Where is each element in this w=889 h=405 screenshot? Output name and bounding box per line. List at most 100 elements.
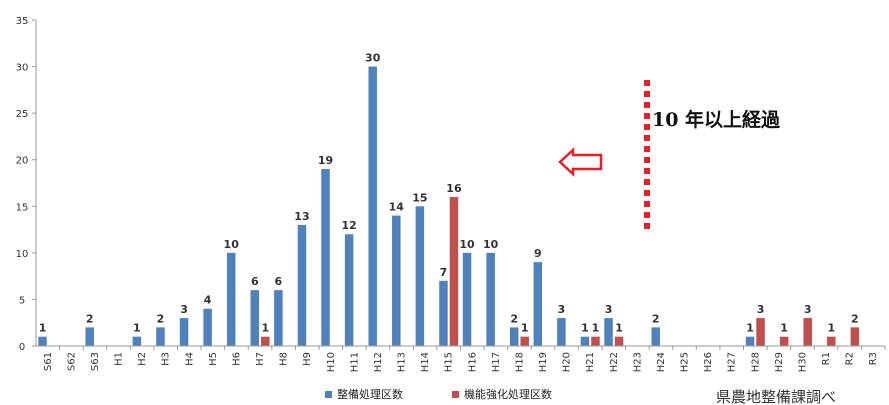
x-tick-label: H5 <box>208 352 219 366</box>
x-tick-label: H30 <box>797 352 808 372</box>
left-arrow-icon <box>558 147 603 177</box>
bar-series-1 <box>745 336 755 346</box>
data-label: 3 <box>804 303 812 316</box>
y-tick-label: 20 <box>16 156 29 167</box>
x-tick-label: H18 <box>514 352 525 372</box>
data-label: 6 <box>251 275 259 288</box>
data-label: 3 <box>180 303 188 316</box>
bar-series-1 <box>462 252 472 346</box>
data-label: 1 <box>827 322 835 335</box>
y-axis: 0 5 10 15 20 25 30 35 <box>16 16 37 353</box>
data-label: 10 <box>483 238 499 251</box>
bar-series-2 <box>827 336 836 346</box>
y-tick-label: 0 <box>19 342 25 353</box>
data-label: 1 <box>39 322 47 335</box>
bar-series-2 <box>449 196 459 346</box>
data-label: 6 <box>275 275 283 288</box>
x-tick-label: H21 <box>585 352 596 372</box>
x-tick-label: H4 <box>184 352 195 366</box>
x-axis: S61 S62 S63 H1 H2 H3 H4 H5 H6 H7 H8 H9 H10 H11 H12 H13 H… <box>36 345 886 372</box>
x-tick-label: H11 <box>349 352 360 372</box>
data-label: 4 <box>204 294 212 307</box>
y-tick-label: 25 <box>16 109 29 120</box>
y-tick-label: 5 <box>19 295 25 306</box>
x-tick-label: H24 <box>656 352 667 372</box>
bar-series-2 <box>614 336 624 346</box>
data-label: 9 <box>534 247 542 260</box>
bar-series-2 <box>756 318 765 346</box>
bar-series-1 <box>274 290 283 346</box>
bar-series-1 <box>509 327 519 346</box>
bar-series-1 <box>156 327 165 346</box>
bar-series-2 <box>520 336 529 346</box>
x-tick-label: R3 <box>868 352 879 365</box>
bar-series-1 <box>415 206 425 346</box>
data-label: 16 <box>446 182 462 195</box>
x-tick-label: H26 <box>703 352 714 372</box>
annotation-text: 10 年以上経過 <box>652 108 781 131</box>
legend-label-series-2: 機能強化処理区数 <box>464 387 552 401</box>
bar-series-1 <box>392 215 401 346</box>
bar-series-1 <box>250 290 260 346</box>
bar-series-1 <box>297 224 307 346</box>
x-tick-label: H7 <box>255 352 266 366</box>
x-tick-label: H15 <box>444 352 455 372</box>
data-label: 1 <box>746 322 754 335</box>
data-label: 3 <box>558 303 566 316</box>
data-label: 19 <box>318 154 333 167</box>
bar-series-1 <box>533 262 543 346</box>
data-label: 2 <box>510 312 518 325</box>
bar-series-1 <box>132 336 142 346</box>
x-tick-label: S63 <box>90 352 101 371</box>
data-label: 14 <box>389 201 405 214</box>
x-tick-label: H8 <box>279 352 290 366</box>
y-tick-label: 35 <box>16 16 29 27</box>
x-tick-label: H19 <box>538 352 549 372</box>
x-tick-label: H6 <box>231 352 242 366</box>
data-label: 2 <box>652 312 660 325</box>
data-label: 1 <box>521 322 529 335</box>
y-tick-label: 15 <box>16 202 29 213</box>
bar-series-1 <box>344 234 354 346</box>
bar-series-1 <box>321 169 330 346</box>
x-tick-label: H10 <box>326 352 337 372</box>
bars <box>38 66 860 347</box>
bar-series-1 <box>85 327 94 346</box>
bar-series-1 <box>439 280 448 346</box>
data-label: 10 <box>459 238 475 251</box>
data-label: 1 <box>615 322 623 335</box>
data-label: 15 <box>412 191 427 204</box>
x-tick-label: S61 <box>43 352 54 371</box>
data-label: 2 <box>86 312 94 325</box>
x-tick-label: R2 <box>845 352 856 365</box>
bar-series-1 <box>203 308 212 346</box>
bar-series-1 <box>580 336 590 346</box>
data-label: 1 <box>581 322 589 335</box>
x-tick-label: H1 <box>114 352 125 366</box>
bar-series-1 <box>179 318 189 346</box>
x-tick-label: H23 <box>632 352 643 372</box>
y-tick-label: 30 <box>16 63 29 74</box>
data-label: 2 <box>157 312 165 325</box>
bar-series-2 <box>803 318 812 346</box>
x-tick-label: H12 <box>373 352 384 372</box>
source-note: 県農地整備課調べ <box>716 388 836 405</box>
x-tick-label: R1 <box>821 352 832 365</box>
x-tick-label: H17 <box>491 352 502 372</box>
bar-series-1 <box>651 327 660 346</box>
data-label: 3 <box>605 303 613 316</box>
x-tick-label: H9 <box>302 352 313 366</box>
data-label: 2 <box>851 312 859 325</box>
bar-series-2 <box>591 336 600 346</box>
legend-swatch-series-2 <box>452 391 459 398</box>
x-tick-label: H22 <box>609 352 620 372</box>
bar-series-1 <box>38 336 47 346</box>
bar-series-1 <box>604 318 613 346</box>
bar-series-1 <box>368 66 377 347</box>
data-label: 30 <box>365 52 381 65</box>
x-tick-label: H28 <box>750 352 761 372</box>
bar-series-1 <box>486 252 495 346</box>
x-tick-label: H29 <box>774 352 785 372</box>
